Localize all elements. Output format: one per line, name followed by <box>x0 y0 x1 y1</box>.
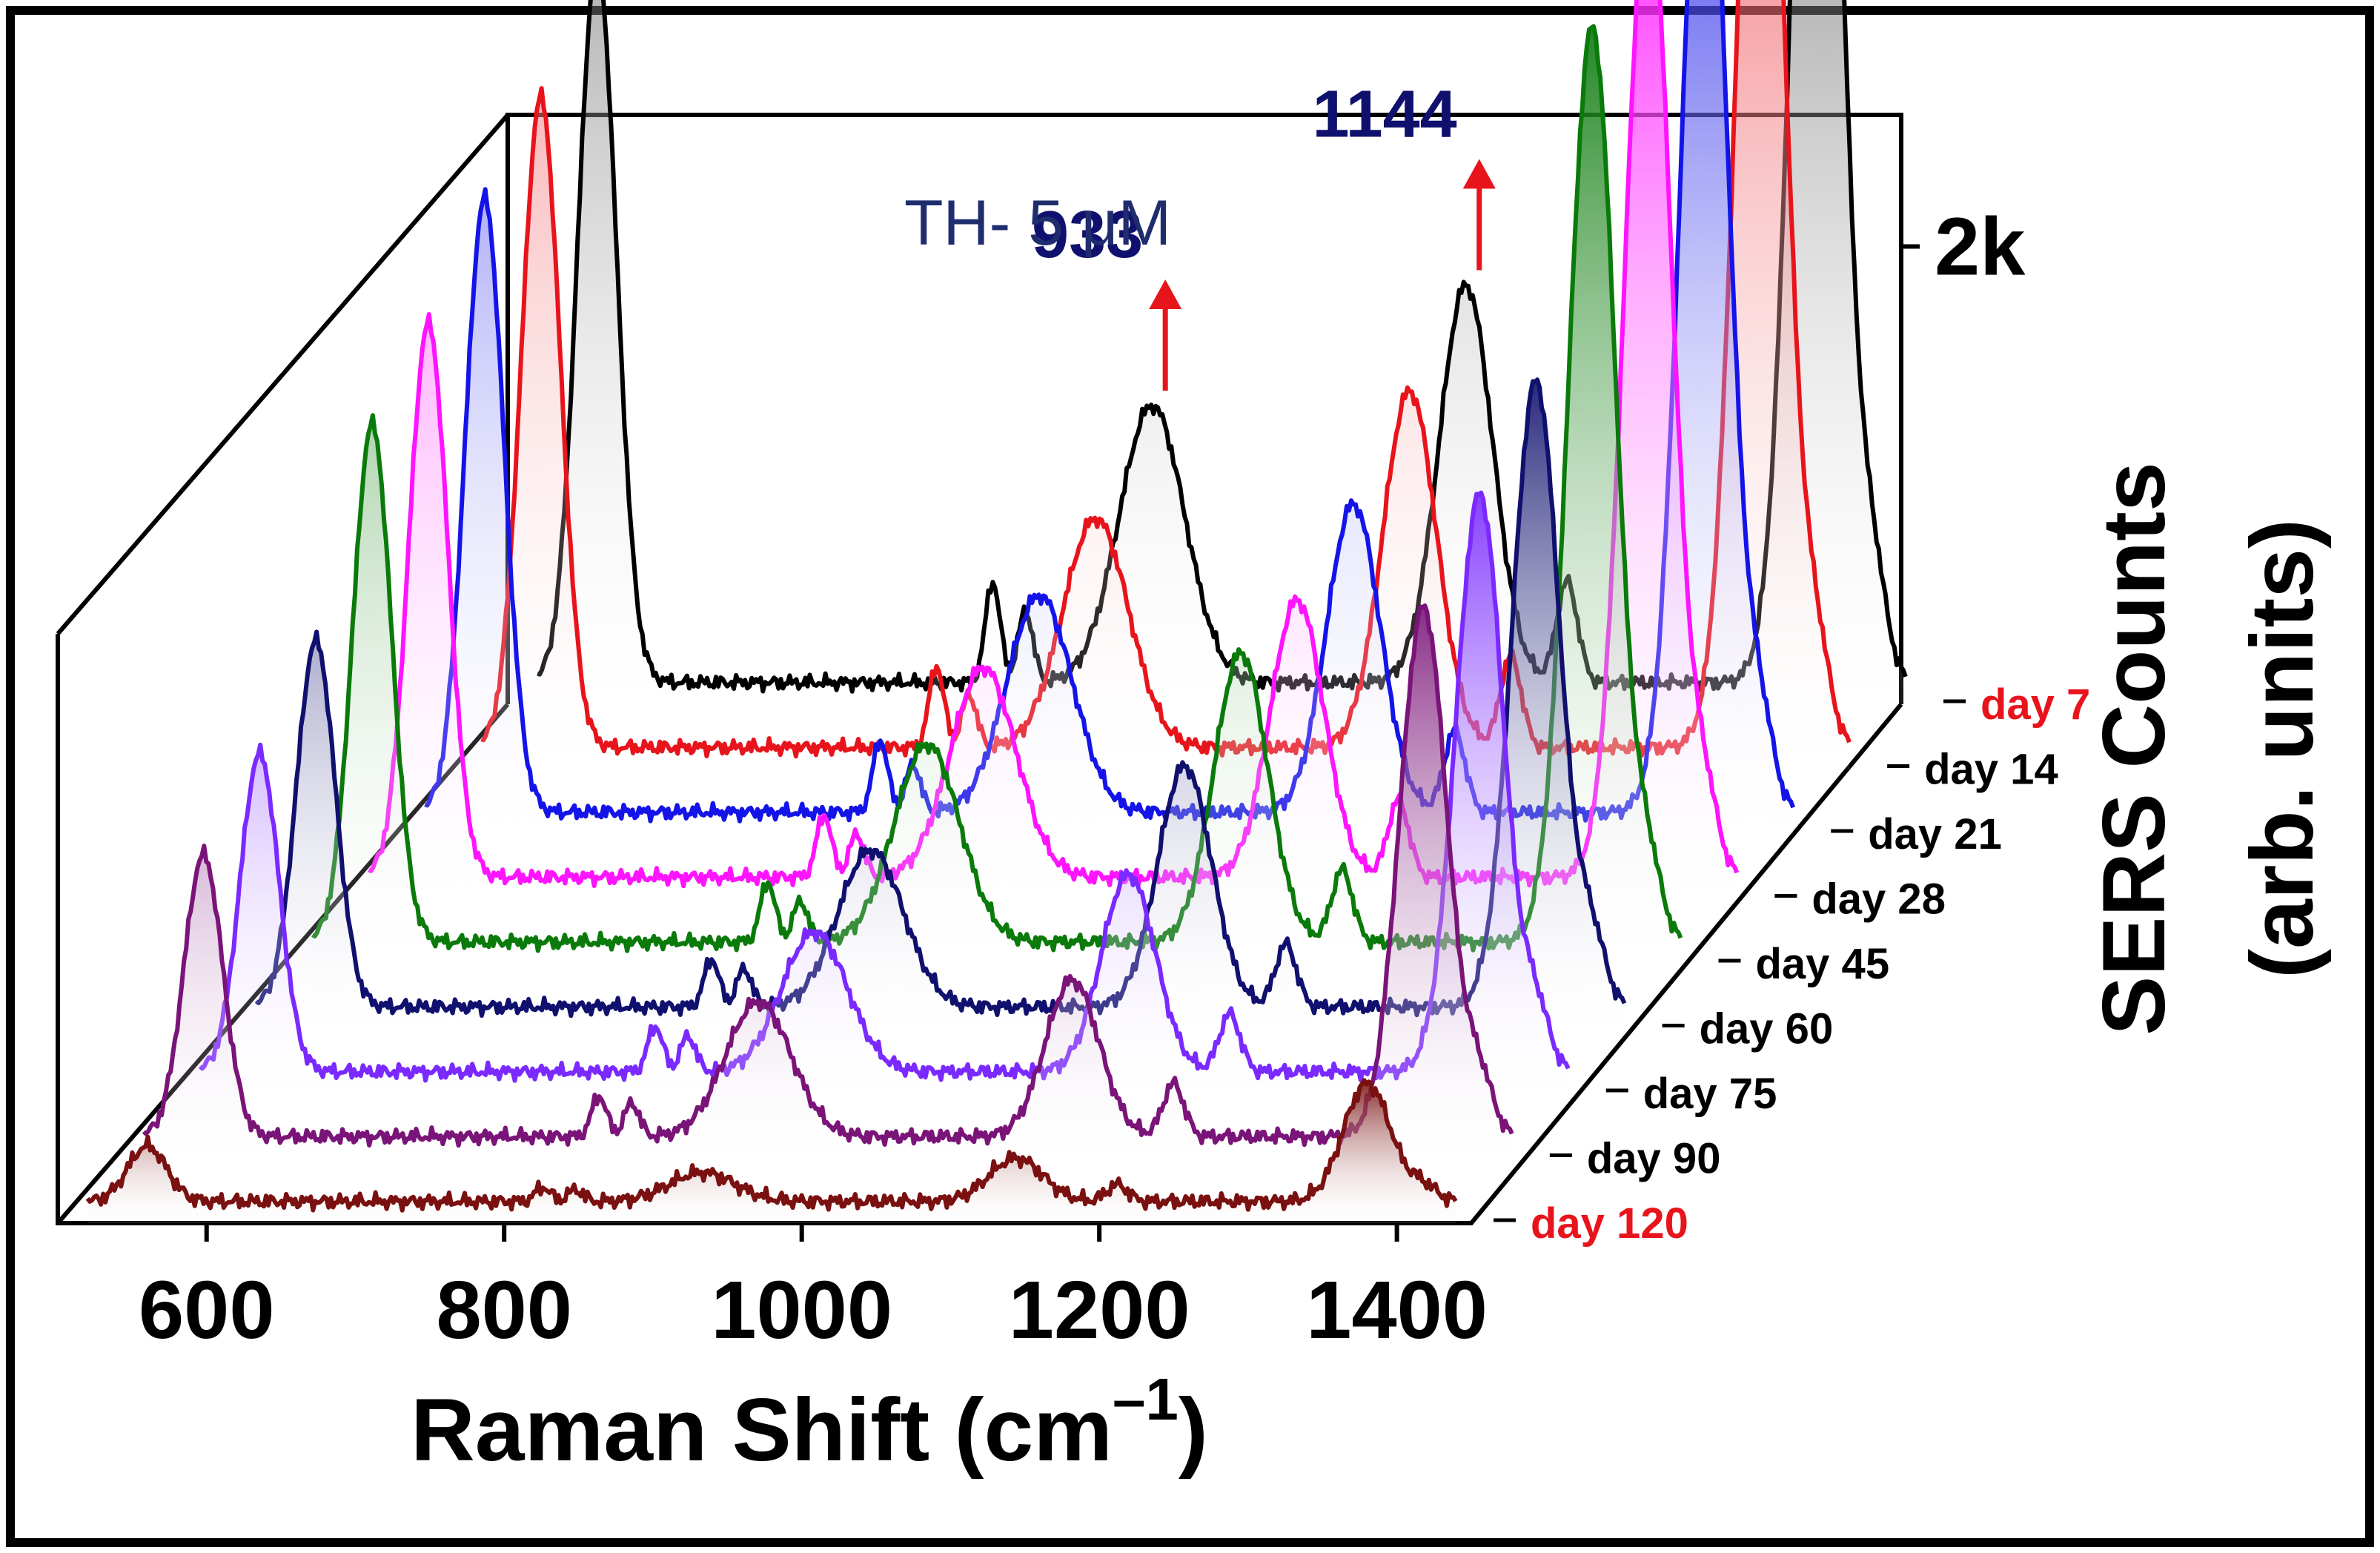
x-tick-label: 1400 <box>1306 1265 1488 1356</box>
series-label: day 7 <box>1980 681 2090 729</box>
series-label: day 45 <box>1756 940 1890 988</box>
figure-border <box>6 6 2374 1547</box>
x-axis-title-close: ) <box>1179 1380 1208 1480</box>
x-axis-title-superscript: –1 <box>1113 1366 1179 1432</box>
x-axis-title-main: Raman Shift (cm <box>411 1380 1113 1480</box>
spectra-group <box>85 0 1908 1223</box>
spectrum-line <box>85 1078 1458 1213</box>
peak-annotation-1144: 1144 <box>1312 78 1496 271</box>
annotation-label: TH- 5 μM <box>904 188 1171 259</box>
peak-annotations: 56093311441380 <box>1032 78 1496 391</box>
y-axis-title-line2: (arb. units) <box>2233 519 2332 979</box>
peak-label: 933 <box>1032 198 1143 272</box>
spectrum-day-120 <box>85 1078 1458 1223</box>
series-label: day 21 <box>1868 810 2002 858</box>
x-axis-title: Raman Shift (cm–1) <box>411 1366 1208 1480</box>
series-label: day 60 <box>1700 1005 1834 1053</box>
peak-arrow-head <box>1462 159 1496 189</box>
series-label: day 75 <box>1643 1070 1777 1118</box>
x-tick-label: 800 <box>436 1265 572 1356</box>
peak-arrow-head <box>1149 279 1182 309</box>
x-tick-label: 600 <box>139 1265 275 1356</box>
y-axis-title: SERS Counts (arb. units) <box>2084 462 2332 1035</box>
x-tick-label: 1000 <box>711 1265 892 1356</box>
spectrum-line <box>142 603 1514 1148</box>
y-tick-label: 2k <box>1935 202 2026 293</box>
peak-annotation-933: 933 <box>1032 198 1182 391</box>
series-label: day 90 <box>1587 1135 1721 1183</box>
series-label: day 28 <box>1811 875 1946 924</box>
x-tick-label: 1200 <box>1009 1265 1190 1356</box>
y-axis-title-line1: SERS Counts <box>2084 462 2184 1035</box>
frame-top-diagonal <box>56 113 510 635</box>
peak-label: 1144 <box>1312 78 1456 152</box>
series-label: day 120 <box>1531 1199 1688 1248</box>
axis-ticks: 6008001000120014002k4k <box>139 202 2026 1357</box>
spectrum-line <box>198 490 1571 1083</box>
frame-back-panel <box>505 113 1903 704</box>
series-label: day 14 <box>1924 746 2058 794</box>
series-labels: day 7 day 14 day 21 day 28 day 45 day 60 day 7… <box>1494 681 2090 1248</box>
